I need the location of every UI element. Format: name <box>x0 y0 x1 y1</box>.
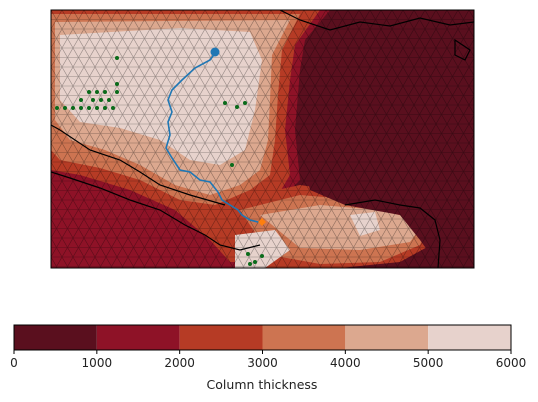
colorbar-tick-label: 4000 <box>330 356 361 370</box>
colorbar-ticks: 0 1000 2000 3000 4000 5000 6000 <box>10 350 526 370</box>
station-markers <box>55 56 264 266</box>
station-marker <box>99 98 103 102</box>
station-marker <box>115 90 119 94</box>
map-frame <box>50 9 475 269</box>
station-marker <box>243 101 247 105</box>
coastline-south <box>51 171 261 251</box>
coastline-west <box>51 124 226 206</box>
triangular-mesh <box>51 10 474 268</box>
station-marker <box>63 106 67 110</box>
station-marker <box>115 82 119 86</box>
station-marker <box>230 163 234 167</box>
station-marker <box>260 254 264 258</box>
colorbar-segment <box>179 325 263 350</box>
coastline-east <box>344 199 441 268</box>
station-marker <box>107 98 111 102</box>
colorbar-segment <box>345 325 429 350</box>
station-marker <box>246 252 250 256</box>
colorbar-segment <box>96 325 180 350</box>
station-marker <box>55 106 59 110</box>
station-marker <box>87 106 91 110</box>
station-marker <box>95 90 99 94</box>
station-marker <box>91 98 95 102</box>
station-marker <box>95 106 99 110</box>
station-marker <box>248 262 252 266</box>
station-marker <box>79 106 83 110</box>
colorbar-tick-label: 6000 <box>496 356 527 370</box>
colorbar-tick-label: 0 <box>10 356 18 370</box>
colorbar-tick-label: 3000 <box>247 356 278 370</box>
station-marker <box>111 106 115 110</box>
coastline-east-island <box>454 38 471 61</box>
colorbar-segment <box>428 325 511 350</box>
coastlines <box>51 10 474 268</box>
station-marker <box>79 98 83 102</box>
coastline-north <box>279 10 474 31</box>
station-marker <box>235 105 239 109</box>
station-marker <box>71 106 75 110</box>
colorbar-tick-label: 2000 <box>164 356 195 370</box>
colorbar: 0 1000 2000 3000 4000 5000 6000 Column thickne… <box>10 324 526 392</box>
map-panel <box>51 10 474 268</box>
track-line <box>165 51 262 223</box>
storm-track <box>165 47 266 226</box>
colorbar-tick-label: 5000 <box>413 356 444 370</box>
track-start-marker <box>210 47 220 57</box>
station-marker <box>87 90 91 94</box>
colorbar-tick-label: 1000 <box>82 356 113 370</box>
station-marker <box>115 56 119 60</box>
colorbar-segments <box>14 325 511 350</box>
station-marker <box>103 90 107 94</box>
colorbar-label: Column thickness <box>207 377 318 392</box>
station-marker <box>223 101 227 105</box>
colorbar-segment <box>14 325 97 350</box>
colorbar-segment <box>262 325 346 350</box>
track-end-marker <box>258 218 266 226</box>
station-marker <box>253 260 257 264</box>
station-marker <box>103 106 107 110</box>
